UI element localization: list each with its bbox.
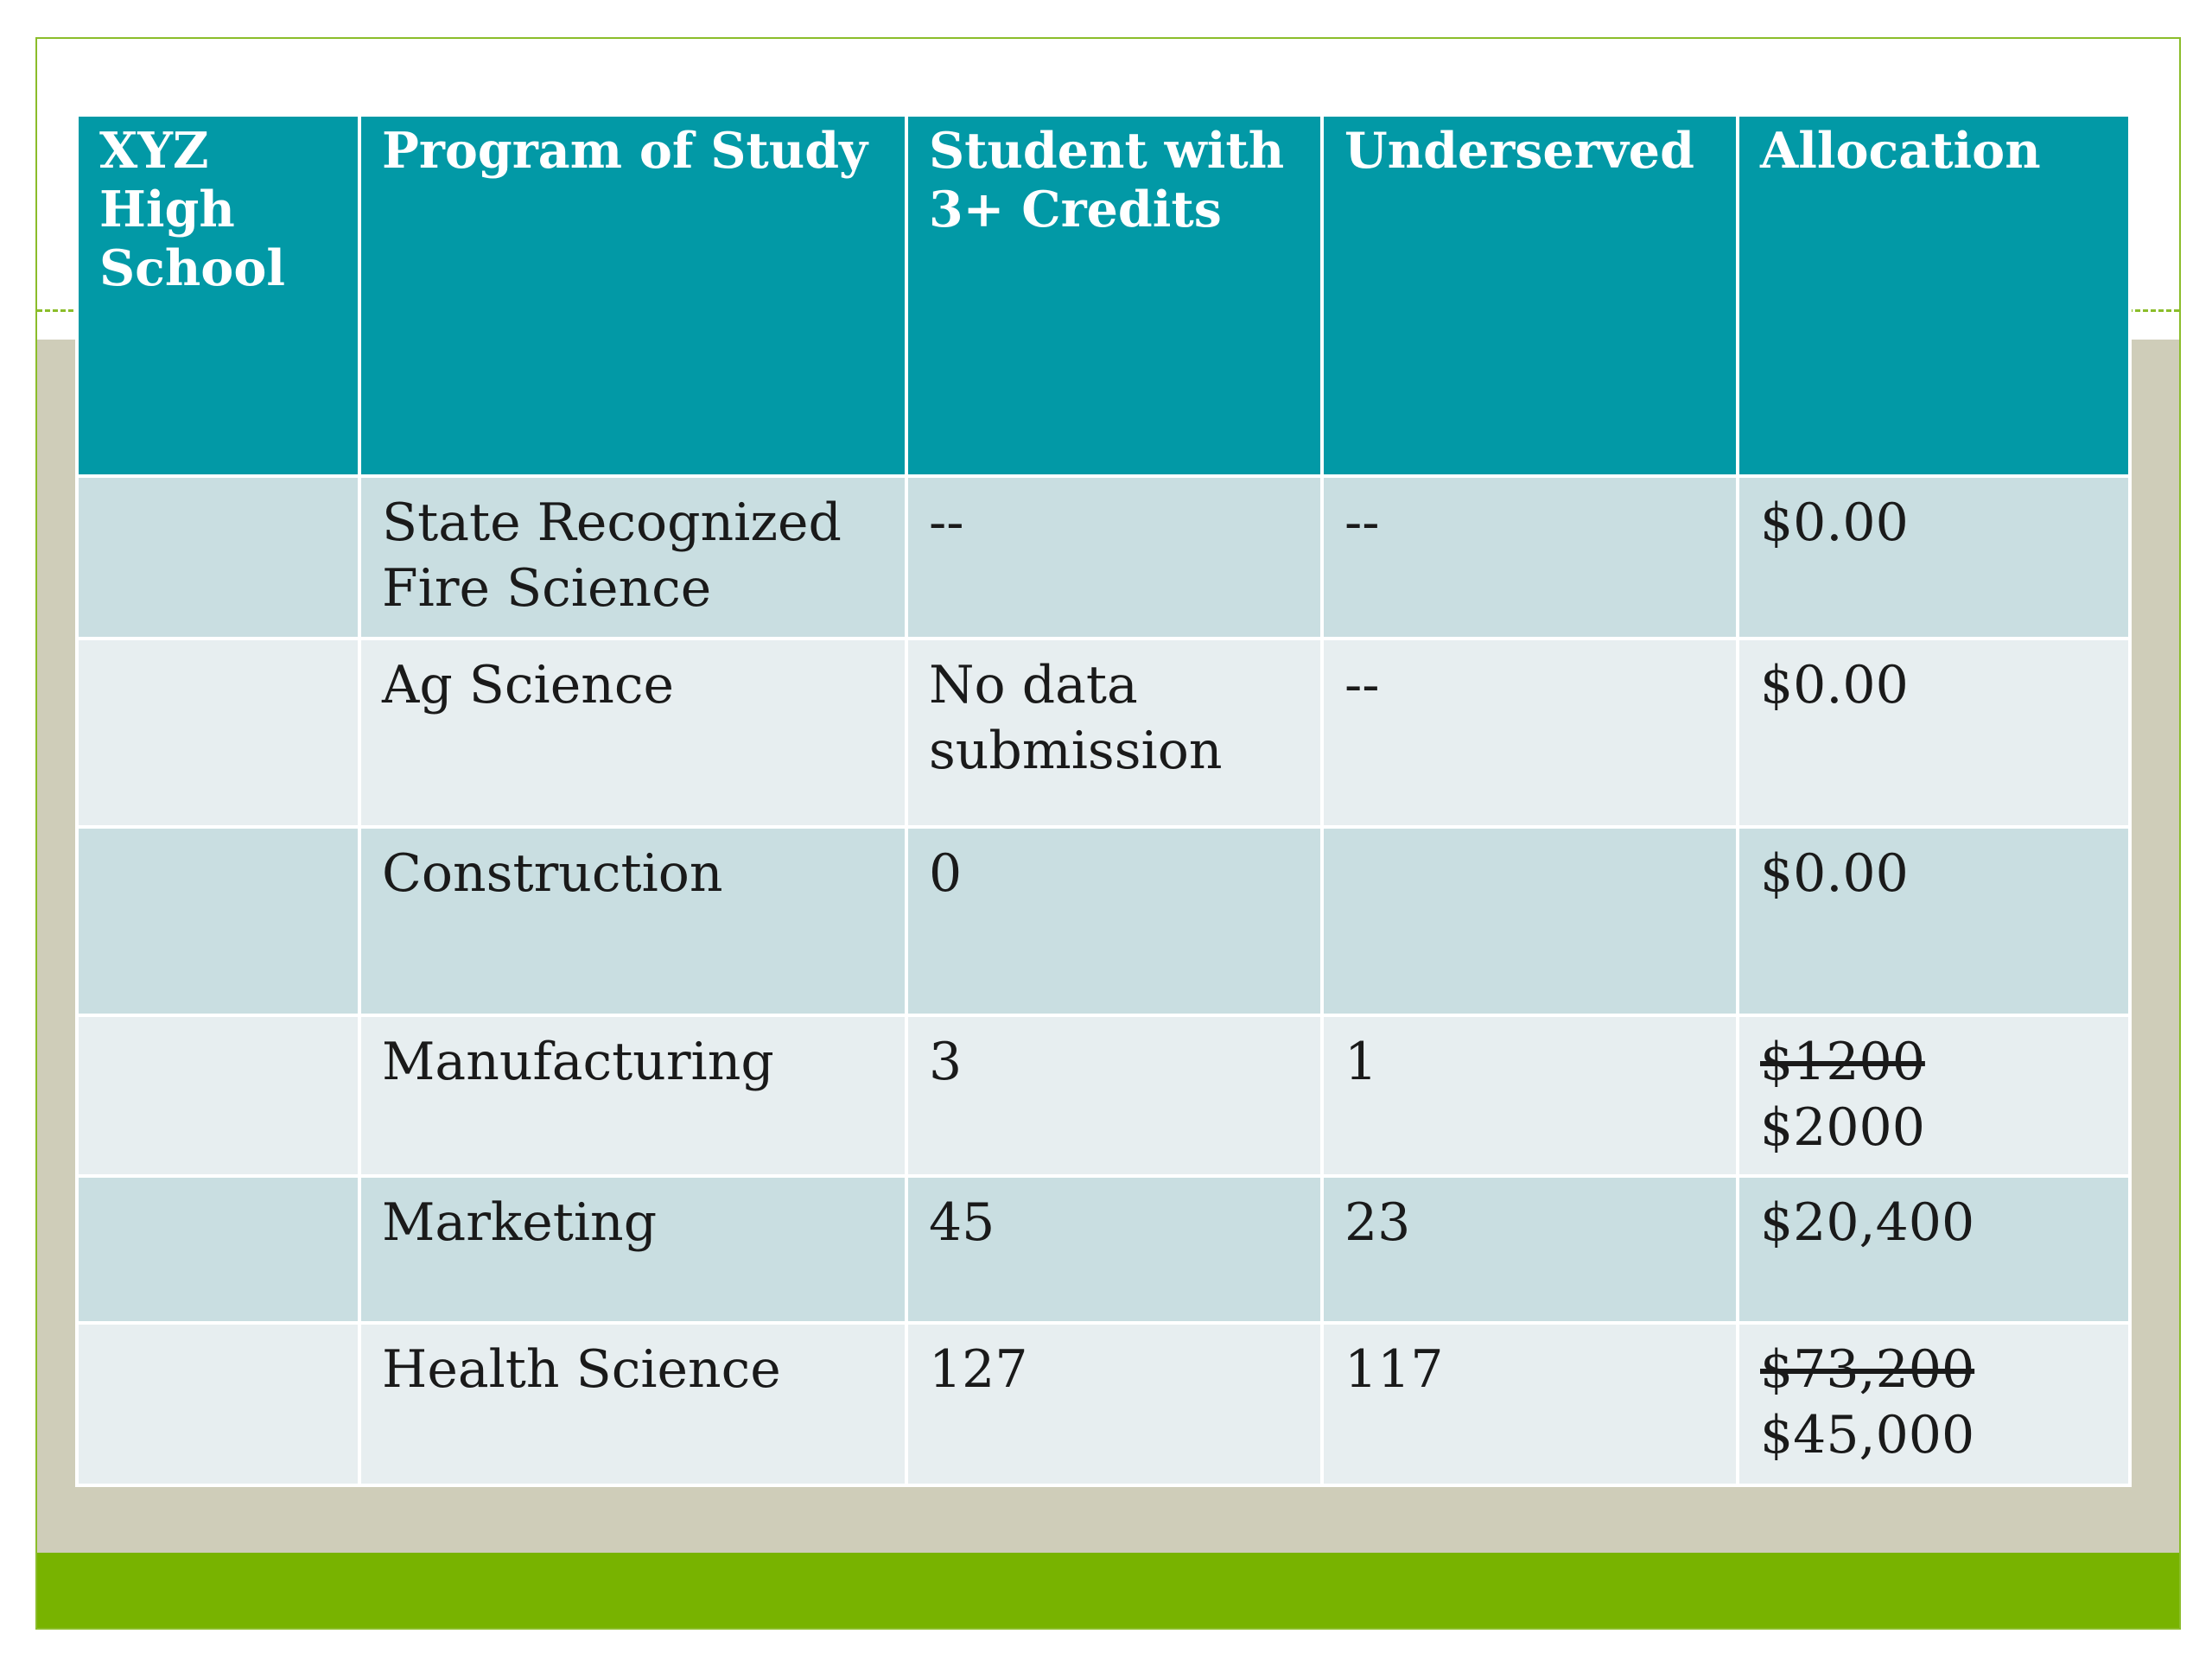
header-school: XYZ High School [75, 113, 361, 478]
allocation-old-value: $1200 [1760, 1032, 1925, 1092]
credits-cell: 0 [905, 825, 1324, 1017]
table-row: Marketing 45 23 $20,400 [75, 1174, 2132, 1325]
table-row: Health Science 127 117 $73,200 $45,000 [75, 1321, 2132, 1487]
program-cell: Marketing [358, 1174, 908, 1325]
school-cell [75, 825, 361, 1017]
program-cell: State Recognized Fire Science [358, 474, 908, 640]
underserved-cell: 1 [1320, 1014, 1739, 1178]
slide: XYZ High School Program of Study Student… [35, 37, 2181, 1630]
credits-cell: -- [905, 474, 1324, 640]
underserved-cell: 23 [1320, 1174, 1739, 1325]
footer-bar [37, 1553, 2179, 1628]
table-row: Construction 0 $0.00 [75, 825, 2132, 1017]
allocation-cell: $20,400 [1736, 1174, 2132, 1325]
school-cell [75, 474, 361, 640]
header-credits: Student with 3+ Credits [905, 113, 1324, 478]
allocation-value: $0.00 [1760, 655, 1909, 715]
underserved-cell: 117 [1320, 1321, 1739, 1487]
allocation-cell: $0.00 [1736, 474, 2132, 640]
underserved-cell: -- [1320, 637, 1739, 829]
table-row: Manufacturing 3 1 $1200 $2000 [75, 1014, 2132, 1178]
allocation-value: $0.00 [1760, 493, 1909, 553]
allocation-table: XYZ High School Program of Study Student… [75, 113, 2132, 1487]
school-cell [75, 1174, 361, 1325]
allocation-value: $20,400 [1760, 1192, 1975, 1253]
school-cell [75, 637, 361, 829]
header-underserved: Underserved [1320, 113, 1739, 478]
program-cell: Construction [358, 825, 908, 1017]
credits-cell: 3 [905, 1014, 1324, 1178]
allocation-old-value: $73,200 [1760, 1339, 1975, 1400]
table-row: State Recognized Fire Science -- -- $0.0… [75, 474, 2132, 640]
allocation-value: $45,000 [1760, 1405, 1975, 1465]
credits-cell: 127 [905, 1321, 1324, 1487]
allocation-cell: $1200 $2000 [1736, 1014, 2132, 1178]
allocation-value: $0.00 [1760, 843, 1909, 904]
program-cell: Manufacturing [358, 1014, 908, 1178]
program-cell: Health Science [358, 1321, 908, 1487]
header-row: XYZ High School Program of Study Student… [75, 113, 2132, 478]
credits-cell: 45 [905, 1174, 1324, 1325]
allocation-value: $2000 [1760, 1097, 1925, 1158]
table-row: Ag Science No data submission -- $0.00 [75, 637, 2132, 829]
allocation-cell: $73,200 $45,000 [1736, 1321, 2132, 1487]
allocation-cell: $0.00 [1736, 825, 2132, 1017]
underserved-cell: -- [1320, 474, 1739, 640]
allocation-cell: $0.00 [1736, 637, 2132, 829]
underserved-cell [1320, 825, 1739, 1017]
program-cell: Ag Science [358, 637, 908, 829]
header-allocation: Allocation [1736, 113, 2132, 478]
credits-cell: No data submission [905, 637, 1324, 829]
school-cell [75, 1321, 361, 1487]
header-program: Program of Study [358, 113, 908, 478]
school-cell [75, 1014, 361, 1178]
